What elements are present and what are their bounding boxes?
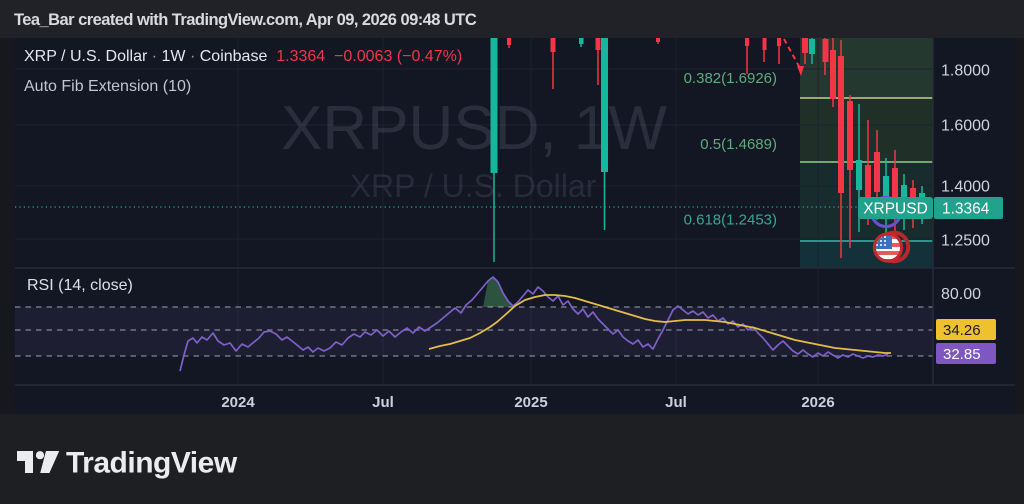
- svg-text:34.26: 34.26: [943, 322, 981, 339]
- svg-text:2026: 2026: [801, 394, 834, 411]
- svg-text:0.5(1.4689): 0.5(1.4689): [700, 136, 777, 153]
- svg-text:Jul: Jul: [372, 394, 394, 411]
- svg-text:80.00: 80.00: [941, 286, 981, 303]
- svg-text:XRPUSD: XRPUSD: [863, 201, 928, 218]
- svg-text:XRPUSD, 1W: XRPUSD, 1W: [281, 94, 667, 163]
- svg-text:0.618(1.2453): 0.618(1.2453): [684, 212, 777, 229]
- svg-text:TradingView: TradingView: [66, 450, 238, 480]
- svg-text:1.8000: 1.8000: [941, 63, 990, 80]
- svg-text:2025: 2025: [514, 394, 547, 411]
- svg-text:2024: 2024: [221, 394, 255, 411]
- svg-text:Jul: Jul: [665, 394, 687, 411]
- svg-text:32.85: 32.85: [943, 346, 981, 363]
- svg-text:1.3364: 1.3364: [942, 201, 990, 218]
- svg-text:XRP / U.S. Dollar: XRP / U.S. Dollar: [350, 168, 597, 204]
- svg-text:1.6000: 1.6000: [941, 118, 990, 135]
- svg-text:1.2500: 1.2500: [941, 233, 990, 250]
- svg-text:0.382(1.6926): 0.382(1.6926): [684, 70, 777, 87]
- svg-text:1.4000: 1.4000: [941, 179, 990, 196]
